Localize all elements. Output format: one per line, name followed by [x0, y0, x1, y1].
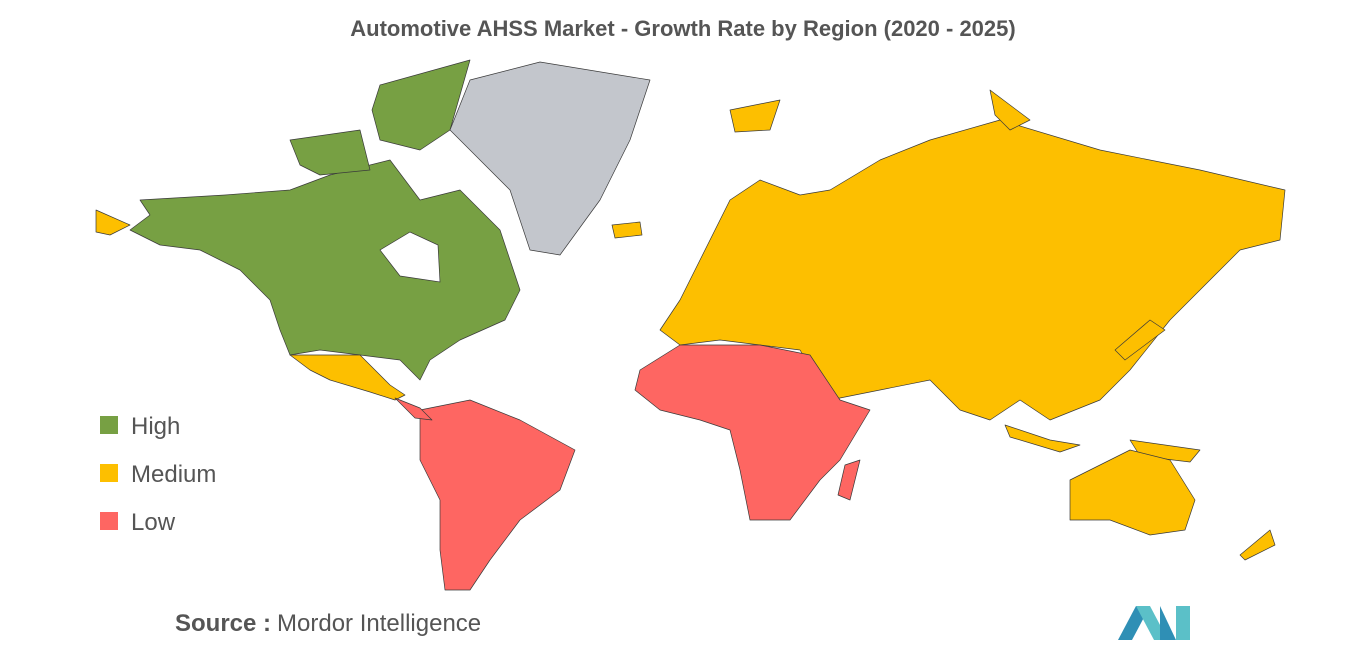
region-australia	[1069, 449, 1196, 536]
region-greenland	[449, 61, 651, 256]
source: Source : Mordor Intelligence	[175, 610, 481, 637]
region-alaska-tip	[95, 209, 131, 236]
region-north-america	[129, 159, 521, 381]
region-mexico	[289, 354, 406, 401]
region-indonesia	[1004, 424, 1081, 453]
legend: High Medium Low	[100, 413, 216, 536]
logo	[1118, 606, 1190, 640]
region-central-america	[394, 397, 433, 421]
region-new-zealand	[1239, 529, 1276, 561]
legend-label: High	[131, 413, 180, 440]
region-arctic-islands	[371, 59, 471, 151]
legend-label: Medium	[131, 461, 216, 488]
hudson-bay	[379, 231, 441, 283]
legend-swatch	[100, 512, 118, 530]
map	[95, 59, 1286, 591]
region-arctic-russia	[989, 89, 1031, 131]
title: Automotive AHSS Market - Growth Rate by …	[350, 16, 1015, 41]
region-arctic-islands	[289, 129, 371, 176]
region-madagascar	[837, 459, 861, 501]
legend-swatch	[100, 416, 118, 434]
region-japan	[1114, 319, 1166, 361]
legend-label: Low	[131, 509, 176, 536]
legend-swatch	[100, 464, 118, 482]
region-south-america	[419, 399, 576, 591]
source-text: Mordor Intelligence	[277, 610, 481, 637]
region-africa	[634, 344, 871, 521]
region-iceland	[611, 221, 643, 239]
source-label: Source :	[175, 610, 271, 637]
region-svalbard	[729, 99, 781, 133]
